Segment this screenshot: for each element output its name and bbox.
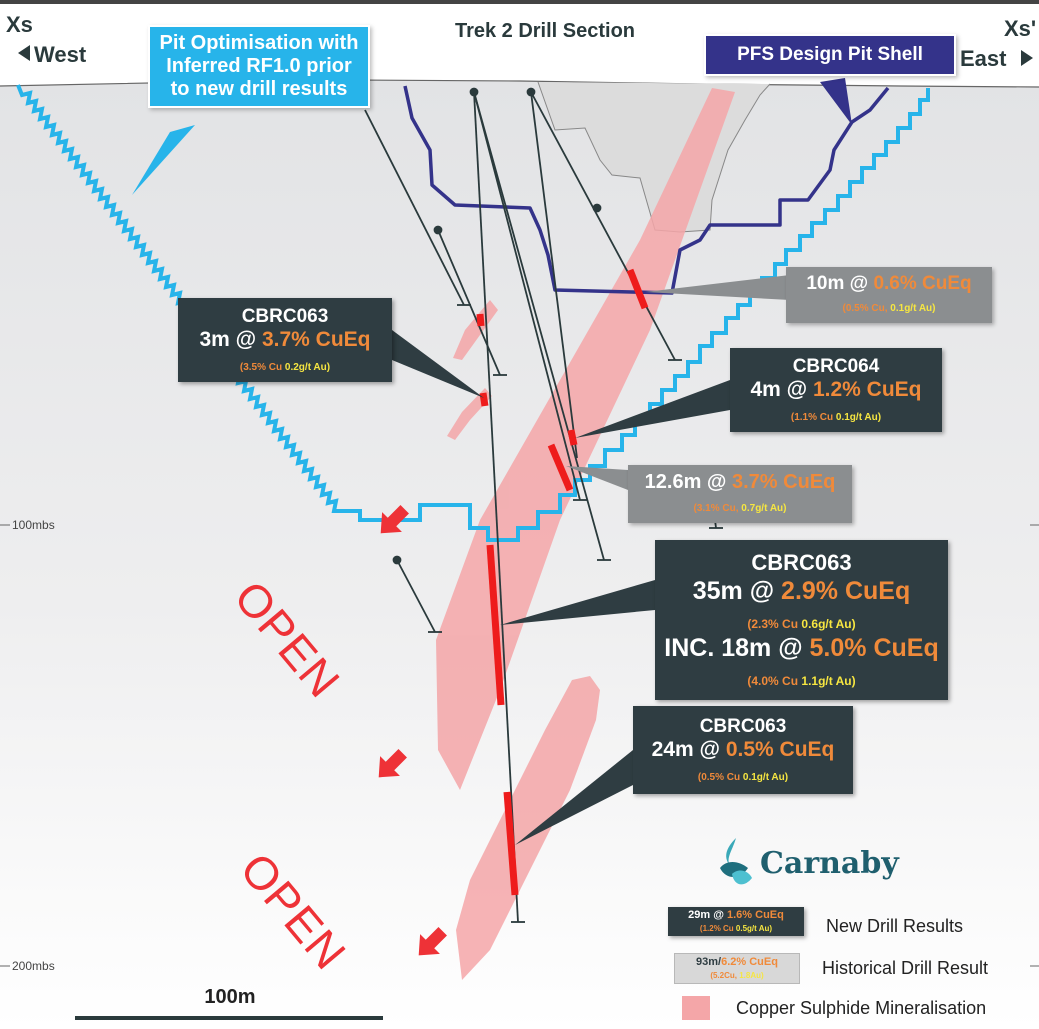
- result-cbrc064-hole: CBRC064: [792, 356, 880, 377]
- result-cbrc063-35m-cu: (2.3% Cu: [747, 616, 802, 631]
- pointer-24m: [515, 750, 633, 845]
- result-cbrc063-35m-interval: 35m @: [692, 576, 782, 605]
- intercept-3m-b: [479, 392, 489, 407]
- result-cbrc063-24m-hole: CBRC063: [699, 716, 787, 737]
- result-cbrc063-35m-grade: 2.9% CuEq: [781, 576, 911, 605]
- result-cbrc063-3m-interval: 3m @: [199, 328, 262, 352]
- result-cbrc063-24m-cu: (0.5% Cu: [697, 772, 743, 784]
- drill-hole-e: [530, 91, 676, 361]
- result-12m-grade: 3.7% CuEq: [731, 471, 836, 493]
- open-arrow-3-icon: [418, 927, 447, 956]
- drill-hole-cbrc063: [473, 91, 519, 923]
- intercepts: [476, 268, 649, 896]
- mineralisation-lower-lens: [456, 676, 600, 980]
- west-code: Xs: [6, 12, 33, 37]
- carnaby-logo-icon: [720, 838, 752, 885]
- result-cbrc063-24m-au: 0.1g/t Au): [742, 772, 789, 784]
- result-cbrc063-35m-hole: CBRC063: [751, 550, 852, 575]
- pointer-3m: [392, 330, 484, 398]
- result-12m-au: 0.7g/t Au): [741, 503, 787, 514]
- pit-optimisation-callout: Pit Optimisation with Inferred RF1.0 pri…: [148, 25, 370, 108]
- east-code: Xs': [1004, 16, 1037, 41]
- result-10m-au: 0.1g/t Au): [890, 302, 936, 314]
- mineralisation-upper-lens-1: [453, 300, 498, 360]
- pointer-4m: [575, 380, 730, 438]
- legend-mineralisation-swatch: [682, 996, 710, 1020]
- intercept-3m: [476, 313, 485, 327]
- intercept-10m: [626, 268, 649, 310]
- pointer-12m: [566, 466, 628, 490]
- result-cbrc063-24m-interval: 24m @: [651, 738, 726, 762]
- result-cbrc063-35m-inc-au: 1.1g/t Au): [801, 674, 856, 688]
- result-cbrc063-35m-inc-grade: 5.0% CuEq: [809, 634, 939, 663]
- west-arrow-icon: [18, 45, 30, 61]
- drill-hole-d: [437, 229, 501, 376]
- drill-holes: [364, 87, 723, 923]
- mineralisation-main-lens: [436, 88, 735, 790]
- result-10m-cu: (0.5% Cu,: [842, 302, 891, 314]
- east-arrow-icon: [1021, 50, 1033, 66]
- carnaby-logo-text: Carnaby: [760, 846, 899, 881]
- open-arrows: [378, 505, 447, 956]
- legend-historical-label: Historical Drill Result: [822, 958, 989, 978]
- intercept-12m: [547, 443, 574, 492]
- result-cbrc064-au: 0.1g/t Au): [835, 412, 882, 424]
- open-arrow-2-icon: [378, 749, 407, 778]
- result-cbrc063-3m: CBRC063 3m @ 3.7% CuEq (3.5% Cu 0.2g/t A…: [178, 298, 392, 383]
- pfs-pit-shell-callout: PFS Design Pit Shell: [704, 34, 956, 76]
- depth-label-100: 100mbs: [12, 518, 55, 532]
- intercept-4m: [567, 429, 578, 446]
- legend-new-sample: 29m @ 1.6% CuEq (1.2% Cu 0.5g/t Au): [668, 907, 804, 937]
- result-10m: 10m @ 0.6% CuEq (0.5% Cu, 0.1g/t Au): [786, 267, 992, 323]
- intercept-24m: [503, 791, 519, 896]
- result-cbrc063-35m-inc-interval: INC. 18m @: [664, 634, 810, 663]
- depth-label-200: 200mbs: [12, 959, 55, 973]
- pointer-pit-optimisation: [132, 125, 195, 195]
- collar-f: [592, 203, 602, 213]
- drill-hole-a: [473, 91, 605, 561]
- result-cbrc064-grade: 1.2% CuEq: [812, 378, 922, 402]
- intercept-35m: [486, 544, 505, 706]
- result-12m-interval: 12.6m @: [644, 471, 732, 493]
- top-border: [0, 0, 1039, 4]
- drill-hole-b: [473, 91, 581, 501]
- result-cbrc064-cu: (1.1% Cu: [790, 412, 836, 424]
- result-cbrc064: CBRC064 4m @ 1.2% CuEq (1.1% Cu 0.1g/t A…: [730, 348, 942, 433]
- result-cbrc063-24m: CBRC063 24m @ 0.5% CuEq (0.5% Cu 0.1g/t …: [633, 706, 853, 795]
- result-cbrc063-35m-au: 0.6g/t Au): [801, 616, 856, 631]
- result-cbrc063-3m-grade: 3.7% CuEq: [261, 328, 371, 352]
- result-cbrc063-35m-inc-cu: (4.0% Cu: [747, 674, 802, 688]
- collar-d: [433, 225, 443, 235]
- result-12m: 12.6m @ 3.7% CuEq (3.1% Cu, 0.7g/t Au): [628, 465, 852, 523]
- legend-historical-sample: 93m/6.2% CuEq (5.2Cu, 1.8Au): [674, 953, 800, 985]
- east-label: East: [960, 46, 1007, 71]
- west-label: West: [34, 42, 87, 67]
- result-cbrc063-3m-au: 0.2g/t Au): [284, 362, 331, 374]
- pointer-pfs-shell: [820, 78, 852, 125]
- legend-mineralisation-label: Copper Sulphide Mineralisation: [736, 998, 987, 1018]
- pointer-10m: [645, 275, 790, 300]
- result-cbrc063-24m-grade: 0.5% CuEq: [725, 738, 835, 762]
- result-cbrc064-interval: 4m @: [750, 378, 813, 402]
- collar-g: [392, 555, 402, 565]
- scale-bar-label: 100m: [204, 986, 255, 1008]
- pfs-design-pit-shell: [403, 85, 890, 295]
- result-10m-grade: 0.6% CuEq: [873, 273, 972, 294]
- result-12m-cu: (3.1% Cu,: [693, 503, 742, 514]
- open-arrow-1-icon: [380, 505, 409, 534]
- section-title: Trek 2 Drill Section: [454, 20, 636, 42]
- result-cbrc063-3m-hole: CBRC063: [241, 306, 329, 327]
- drill-hole-f: [530, 91, 578, 459]
- result-cbrc063-35m: CBRC063 35m @ 2.9% CuEq (2.3% Cu 0.6g/t …: [655, 540, 948, 700]
- legend-new-label: New Drill Results: [826, 916, 964, 936]
- callout-pointers: [132, 78, 852, 845]
- result-10m-interval: 10m @: [806, 273, 874, 294]
- drill-hole-g: [396, 559, 436, 633]
- drill-hole-c: [364, 109, 465, 306]
- result-cbrc063-3m-cu: (3.5% Cu: [239, 362, 285, 374]
- pointer-35m: [500, 580, 655, 625]
